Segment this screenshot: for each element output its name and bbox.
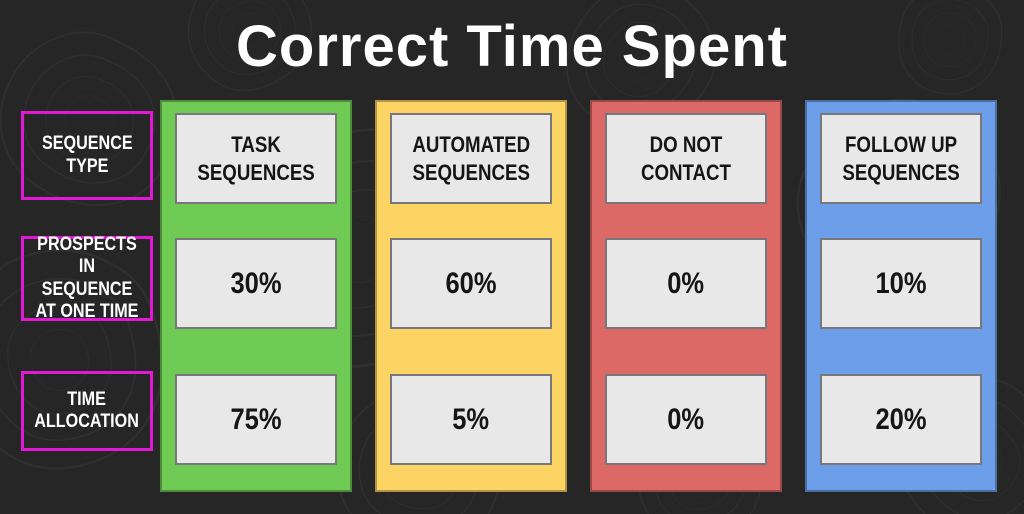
cell-prospects-value: 30% xyxy=(175,238,337,329)
cell-header: DO NOT CONTACT xyxy=(605,113,767,204)
row-label-sequence-type: SEQUENCE TYPE xyxy=(21,111,153,200)
cell-text: 5% xyxy=(452,402,490,436)
row-label-text: SEQUENCE TYPE xyxy=(41,133,133,177)
column-automated-sequences: AUTOMATED SEQUENCES 60% 5% xyxy=(375,100,567,492)
column-do-not-contact: DO NOT CONTACT 0% 0% xyxy=(590,100,782,492)
cell-text: 30% xyxy=(230,266,282,300)
cell-time-value: 0% xyxy=(605,374,767,465)
cell-text: AUTOMATED SEQUENCES xyxy=(412,132,530,185)
cell-text: 0% xyxy=(667,402,705,436)
cell-prospects-value: 10% xyxy=(820,238,982,329)
cell-text: 75% xyxy=(230,402,282,436)
cell-text: FOLLOW UP SEQUENCES xyxy=(842,132,960,185)
cell-text: 10% xyxy=(875,266,927,300)
cell-text: DO NOT CONTACT xyxy=(640,132,732,185)
row-label-text: TIME ALLOCATION xyxy=(34,388,140,432)
row-label-prospects-in-sequence: PROSPECTS IN SEQUENCE AT ONE TIME xyxy=(21,233,153,322)
cell-time-value: 75% xyxy=(175,374,337,465)
cell-header: FOLLOW UP SEQUENCES xyxy=(820,113,982,204)
cell-time-value: 20% xyxy=(820,374,982,465)
cell-header: TASK SEQUENCES xyxy=(175,113,337,204)
column-follow-up-sequences: FOLLOW UP SEQUENCES 10% 20% xyxy=(805,100,997,492)
cell-prospects-value: 60% xyxy=(390,238,552,329)
cell-text: 0% xyxy=(667,266,705,300)
cell-text: 60% xyxy=(445,266,497,300)
column-task-sequences: TASK SEQUENCES 30% 75% xyxy=(160,100,352,492)
row-label-text: PROSPECTS IN SEQUENCE AT ONE TIME xyxy=(35,233,139,322)
cell-text: 20% xyxy=(875,402,927,436)
cell-text: TASK SEQUENCES xyxy=(197,132,315,185)
cell-prospects-value: 0% xyxy=(605,238,767,329)
row-label-time-allocation: TIME ALLOCATION xyxy=(21,371,153,451)
cell-header: AUTOMATED SEQUENCES xyxy=(390,113,552,204)
cell-time-value: 5% xyxy=(390,374,552,465)
page-title: Correct Time Spent xyxy=(236,13,788,79)
